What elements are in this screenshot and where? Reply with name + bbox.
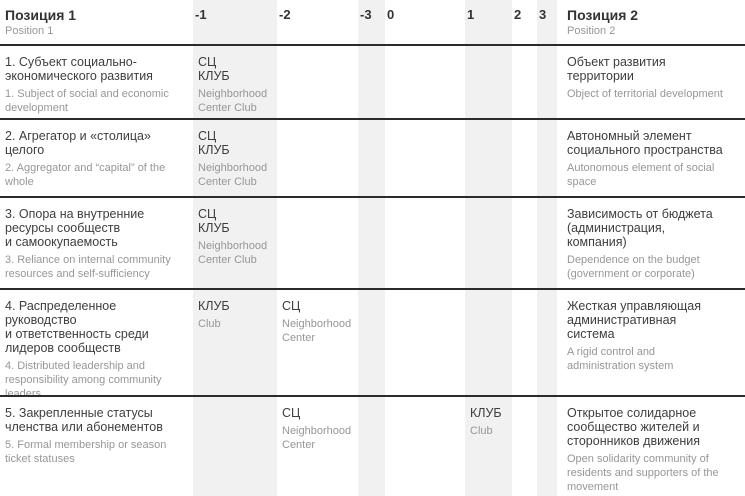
mark-cell-plus2 <box>512 397 537 496</box>
mark-cell-plus2 <box>512 198 537 288</box>
mark-abbr: СЦ <box>282 406 301 420</box>
mark-translation: Neighborhood Center Club <box>198 162 268 188</box>
position1-header-cell: Позиция 1 Position 1 <box>0 0 193 44</box>
mark-cell-plus1 <box>465 120 512 196</box>
position2-text-ru: Зависимость от бюджета (администрация, к… <box>567 207 713 249</box>
position1-header-en: Position 1 <box>5 25 54 37</box>
mark-cell-plus3 <box>537 198 557 288</box>
mark-cell-minus1 <box>193 397 277 496</box>
scale-header-minus1: -1 <box>193 0 277 44</box>
mark-cell-minus2 <box>277 198 358 288</box>
scale-header-plus3: 3 <box>537 0 557 44</box>
scale-header-minus3: -3 <box>358 0 385 44</box>
position2-text-ru: Открытое солидарное сообщество жителей и… <box>567 406 701 448</box>
mark-cell-plus1: КЛУБ Club <box>465 397 512 496</box>
position2-text-ru: Автономный элемент социального пространс… <box>567 129 723 157</box>
position2-header-en: Position 2 <box>567 25 616 37</box>
position2-text-en: Autonomous element of social space <box>567 162 715 188</box>
mark-translation: Club <box>470 425 493 437</box>
mark-abbr: СЦ КЛУБ <box>198 129 230 157</box>
position1-text-en: 1. Subject of social and economic develo… <box>5 88 169 114</box>
mark-abbr: КЛУБ <box>198 299 230 313</box>
mark-cell-plus2 <box>512 46 537 118</box>
mark-abbr: СЦ КЛУБ <box>198 207 230 235</box>
position1-text-en: 3. Reliance on internal community resour… <box>5 254 171 280</box>
mark-cell-zero <box>385 46 465 118</box>
table-row-5: 5. Закрепленные статусы членства или або… <box>0 397 745 496</box>
table-row-4: 4. Распределенное руководство и ответств… <box>0 290 745 397</box>
mark-abbr: КЛУБ <box>470 406 502 420</box>
position2-header-cell: Позиция 2 Position 2 <box>557 0 745 44</box>
mark-cell-zero <box>385 198 465 288</box>
table-row-1: 1. Субъект социально- экономического раз… <box>0 46 745 120</box>
position1-header-ru: Позиция 1 <box>5 7 77 23</box>
mark-cell-zero <box>385 290 465 395</box>
mark-cell-minus3 <box>358 198 385 288</box>
table-row-3: 3. Опора на внутренние ресурсы сообществ… <box>0 198 745 290</box>
position1-text-en: 4. Distributed leadership and responsibi… <box>5 360 162 395</box>
scale-header-zero: 0 <box>387 7 395 22</box>
mark-cell-plus2 <box>512 120 537 196</box>
position2-text-ru: Объект развития территории <box>567 55 666 83</box>
position1-text-en: 2. Aggregator and “capital” of the whole <box>5 162 166 188</box>
mark-translation: Neighborhood Center Club <box>198 240 268 266</box>
mark-translation: Neighborhood Center <box>282 318 352 344</box>
mark-abbr: СЦ КЛУБ <box>198 55 230 83</box>
mark-cell-plus1 <box>465 46 512 118</box>
position1-text-ru: 5. Закрепленные статусы членства или або… <box>5 406 163 434</box>
mark-cell-minus2 <box>277 120 358 196</box>
position2-text-en: Dependence on the budget (government or … <box>567 254 700 280</box>
mark-cell-minus1: СЦ КЛУБ Neighborhood Center Club <box>193 198 277 288</box>
position2-cell: Объект развития территории Object of ter… <box>557 46 745 118</box>
mark-cell-zero <box>385 120 465 196</box>
position1-cell: 2. Агрегатор и «столица» целого 2. Aggre… <box>0 120 193 196</box>
position2-cell: Автономный элемент социального пространс… <box>557 120 745 196</box>
position1-text-ru: 4. Распределенное руководство и ответств… <box>5 299 149 355</box>
mark-cell-plus3 <box>537 46 557 118</box>
position2-cell: Открытое солидарное сообщество жителей и… <box>557 397 745 496</box>
position1-cell: 5. Закрепленные статусы членства или або… <box>0 397 193 496</box>
position2-text-ru: Жесткая управляющая административная сис… <box>567 299 701 341</box>
scale-header-minus2: -2 <box>279 7 291 22</box>
mark-cell-minus3 <box>358 120 385 196</box>
mark-cell-minus2: СЦ Neighborhood Center <box>277 397 358 496</box>
position1-cell: 1. Субъект социально- экономического раз… <box>0 46 193 118</box>
position2-cell: Зависимость от бюджета (администрация, к… <box>557 198 745 288</box>
mark-cell-zero <box>385 397 465 496</box>
position1-text-ru: 3. Опора на внутренние ресурсы сообществ… <box>5 207 145 249</box>
scale-header-plus2: 2 <box>514 7 522 22</box>
table-header-row: Позиция 1 Position 1 -1 -2 -3 0 1 2 3 По… <box>0 0 745 46</box>
position1-text-ru: 1. Субъект социально- экономического раз… <box>5 55 153 83</box>
mark-cell-minus1: СЦ КЛУБ Neighborhood Center Club <box>193 120 277 196</box>
mark-cell-plus3 <box>537 397 557 496</box>
position1-cell: 3. Опора на внутренние ресурсы сообществ… <box>0 198 193 288</box>
mark-cell-minus1: СЦ КЛУБ Neighborhood Center Club <box>193 46 277 118</box>
position2-header-ru: Позиция 2 <box>567 7 639 23</box>
mark-cell-plus3 <box>537 120 557 196</box>
mark-cell-plus1 <box>465 198 512 288</box>
position2-text-en: Object of territorial development <box>567 88 723 100</box>
mark-translation: Neighborhood Center Club <box>198 88 268 114</box>
mark-cell-plus2 <box>512 290 537 395</box>
scale-header-plus1: 1 <box>465 0 512 44</box>
position2-cell: Жесткая управляющая административная сис… <box>557 290 745 395</box>
mark-cell-minus2: СЦ Neighborhood Center <box>277 290 358 395</box>
mark-cell-minus2 <box>277 46 358 118</box>
mark-cell-minus3 <box>358 290 385 395</box>
mark-translation: Club <box>198 318 221 330</box>
mark-translation: Neighborhood Center <box>282 425 352 451</box>
mark-cell-minus3 <box>358 46 385 118</box>
position1-text-en: 5. Formal membership or season ticket st… <box>5 439 167 465</box>
table-row-2: 2. Агрегатор и «столица» целого 2. Aggre… <box>0 120 745 198</box>
mark-cell-minus3 <box>358 397 385 496</box>
position1-cell: 4. Распределенное руководство и ответств… <box>0 290 193 395</box>
position1-text-ru: 2. Агрегатор и «столица» целого <box>5 129 151 157</box>
position2-text-en: A rigid control and administration syste… <box>567 346 674 372</box>
mark-cell-plus1 <box>465 290 512 395</box>
mark-abbr: СЦ <box>282 299 301 313</box>
mark-cell-plus3 <box>537 290 557 395</box>
position2-text-en: Open solidarity community of residents a… <box>567 453 719 493</box>
mark-cell-minus1: КЛУБ Club <box>193 290 277 395</box>
